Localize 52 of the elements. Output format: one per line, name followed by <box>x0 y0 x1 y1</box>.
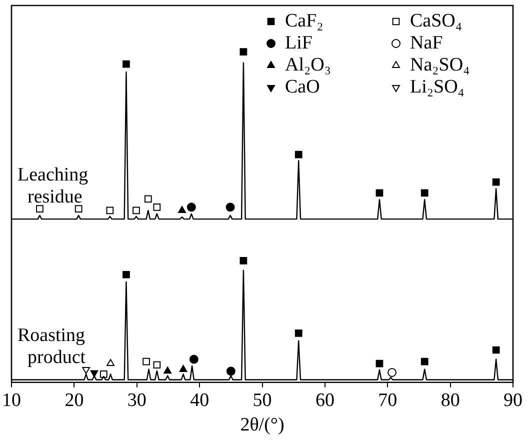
x-tick-label: 60 <box>315 390 334 411</box>
point <box>106 206 114 214</box>
point <box>240 257 248 264</box>
point <box>240 48 248 56</box>
point <box>132 206 140 214</box>
x-tick-label: 10 <box>2 390 21 411</box>
point <box>100 370 108 378</box>
point <box>106 359 115 366</box>
point <box>153 361 161 369</box>
legend-label: CaSO₄ <box>410 10 462 32</box>
series-label: Leaching residue <box>18 164 89 208</box>
point <box>226 202 235 212</box>
legend-label: Li₂SO₄ <box>410 76 464 98</box>
point <box>164 366 172 374</box>
legend-label: LiF <box>285 32 312 54</box>
point <box>82 367 90 374</box>
legend-label: NaF <box>410 32 443 54</box>
x-tick-label: 50 <box>252 390 272 411</box>
legend-label: Al₂O₃ <box>285 54 331 76</box>
point <box>492 178 500 186</box>
point <box>186 202 196 212</box>
point <box>294 329 302 337</box>
point <box>420 189 428 197</box>
point <box>122 60 130 68</box>
x-tick-label: 70 <box>378 390 398 411</box>
point <box>376 189 384 197</box>
point <box>376 360 384 368</box>
point <box>178 206 186 213</box>
point <box>144 195 152 203</box>
x-tick-label: 40 <box>190 390 210 411</box>
point <box>36 205 44 213</box>
point <box>142 358 150 366</box>
series-label: Roasting product <box>18 325 86 368</box>
point <box>226 366 236 376</box>
x-tick-label: 90 <box>504 390 522 411</box>
x-tick-label: 80 <box>440 390 460 411</box>
point <box>294 150 302 158</box>
x-axis-title: 2θ/(°) <box>240 414 284 436</box>
legend-label: CaO <box>285 76 320 98</box>
point <box>90 370 98 378</box>
x-tick-label: 30 <box>127 390 146 411</box>
point <box>122 270 130 278</box>
point <box>179 365 188 372</box>
point <box>492 346 500 354</box>
point <box>189 354 198 364</box>
point <box>153 203 161 211</box>
legend-label: CaF₂ <box>285 10 324 32</box>
point <box>388 368 397 377</box>
legend-label: Na₂SO₄ <box>410 54 470 76</box>
point <box>420 358 428 366</box>
point <box>74 205 82 213</box>
x-tick-label: 20 <box>64 390 84 411</box>
